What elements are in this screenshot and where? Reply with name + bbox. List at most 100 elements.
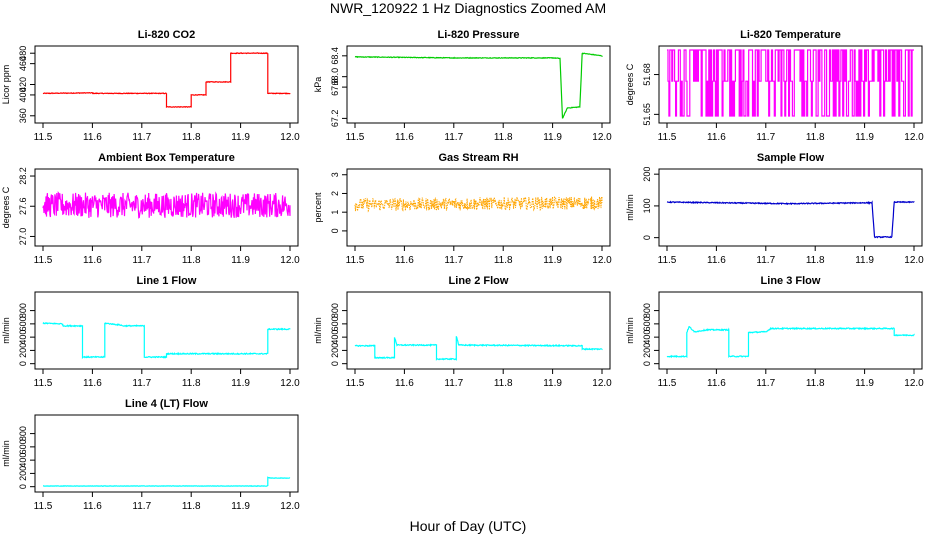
plot-frame xyxy=(34,168,299,247)
y-tick-label: 400 xyxy=(18,453,28,468)
x-tick-label: 11.9 xyxy=(855,255,874,266)
x-tick-label: 11.5 xyxy=(346,255,365,266)
x-tick-label: 12.0 xyxy=(280,378,300,389)
x-tick-label: 11.7 xyxy=(756,132,775,143)
y-tick-label: 51.68 xyxy=(642,63,652,86)
panel-3: Ambient Box Temperature degrees C 11.5 11.6… xyxy=(1,152,300,266)
y-tick-label: 200 xyxy=(18,466,28,481)
plot-frame xyxy=(346,168,611,247)
y-tick-label: 600 xyxy=(642,316,652,331)
x-tick-label: 11.6 xyxy=(83,255,102,266)
data-series xyxy=(43,476,291,487)
y-tick-label: 400 xyxy=(18,87,28,102)
y-tick-label: 480 xyxy=(18,46,28,61)
x-tick-label: 12.0 xyxy=(592,378,612,389)
panel-title: Line 4 (LT) Flow xyxy=(125,398,208,410)
x-tick-label: 11.6 xyxy=(707,378,726,389)
y-tick-label: 400 xyxy=(330,330,340,345)
x-tick-label: 12.0 xyxy=(592,255,612,266)
y-axis-label: degrees C xyxy=(1,186,11,228)
x-tick-label: 11.8 xyxy=(182,132,201,143)
x-tick-label: 11.5 xyxy=(658,378,677,389)
plot-frame xyxy=(346,291,611,370)
x-axis-title: Hour of Day (UTC) xyxy=(409,518,527,534)
plot-frame xyxy=(658,168,923,247)
panel-8: Line 3 Flow ml/min 11.5 11.6 11.7 11.8 11.9 12.… xyxy=(625,275,924,389)
data-series xyxy=(42,190,291,219)
panel-title: Li-820 Temperature xyxy=(740,29,841,41)
y-tick-label: 800 xyxy=(330,303,340,318)
x-tick-label: 11.8 xyxy=(806,378,825,389)
x-tick-label: 11.6 xyxy=(83,378,102,389)
x-tick-label: 11.9 xyxy=(543,132,562,143)
x-tick-label: 11.5 xyxy=(658,132,677,143)
y-tick-label: 200 xyxy=(642,343,652,358)
panel-title: Line 1 Flow xyxy=(137,275,197,287)
x-tick-label: 11.7 xyxy=(132,255,151,266)
figure-title: NWR_120922 1 Hz Diagnostics Zoomed AM xyxy=(329,0,607,16)
x-tick-label: 11.5 xyxy=(658,255,677,266)
x-tick-label: 11.9 xyxy=(231,132,250,143)
y-tick-label: 2 xyxy=(330,191,340,196)
x-tick-label: 12.0 xyxy=(280,132,300,143)
x-tick-label: 11.9 xyxy=(231,255,250,266)
y-tick-label: 600 xyxy=(330,316,340,331)
x-tick-label: 11.5 xyxy=(34,501,53,512)
y-tick-label: 400 xyxy=(642,330,652,345)
y-tick-label: 67.8 xyxy=(330,78,340,96)
x-tick-label: 11.6 xyxy=(83,501,102,512)
panel-2: Li-820 Temperature degrees C 11.5 11.6 11.7 1… xyxy=(625,29,924,143)
x-tick-label: 11.9 xyxy=(231,378,250,389)
panel-title: Line 3 Flow xyxy=(761,275,821,287)
x-tick-label: 11.7 xyxy=(756,378,775,389)
x-tick-label: 11.6 xyxy=(83,132,102,143)
y-axis-label: Licor ppm xyxy=(1,65,11,105)
x-tick-label: 11.9 xyxy=(855,132,874,143)
y-tick-label: 67.2 xyxy=(330,110,340,128)
panel-5: Sample Flow ml/min 11.5 11.6 11.7 11.8 11.9 12.… xyxy=(625,152,924,266)
x-tick-label: 12.0 xyxy=(280,255,300,266)
x-tick-label: 11.8 xyxy=(806,255,825,266)
data-series xyxy=(666,325,915,359)
y-tick-label: 0 xyxy=(18,484,28,489)
y-tick-label: 420 xyxy=(18,77,28,92)
x-tick-label: 11.9 xyxy=(543,378,562,389)
panel-6: Line 1 Flow ml/min 11.5 11.6 11.7 11.8 11.9 12.… xyxy=(1,275,300,389)
x-tick-label: 12.0 xyxy=(280,501,300,512)
panel-0: Li-820 CO2 Licor ppm 11.5 11.6 11.7 11.8 11.9 1… xyxy=(1,29,300,143)
x-tick-label: 11.7 xyxy=(444,378,463,389)
y-tick-label: 28.2 xyxy=(18,167,28,185)
data-series xyxy=(666,200,915,239)
x-tick-label: 11.8 xyxy=(182,255,201,266)
x-tick-label: 11.8 xyxy=(806,132,825,143)
x-tick-label: 11.7 xyxy=(132,132,151,143)
y-tick-label: 800 xyxy=(642,303,652,318)
y-axis-label: ml/min xyxy=(1,440,11,467)
y-tick-label: 100 xyxy=(642,198,652,213)
y-tick-label: 360 xyxy=(18,108,28,123)
y-tick-label: 1 xyxy=(330,210,340,215)
y-tick-label: 400 xyxy=(18,330,28,345)
y-tick-label: 68.0 xyxy=(330,68,340,86)
x-tick-label: 11.6 xyxy=(395,378,414,389)
x-tick-label: 11.6 xyxy=(707,255,726,266)
x-tick-label: 11.5 xyxy=(34,378,53,389)
data-series xyxy=(42,321,291,360)
y-tick-label: 0 xyxy=(330,228,340,233)
x-tick-label: 11.5 xyxy=(34,255,53,266)
y-tick-label: 51.65 xyxy=(642,103,652,126)
plot-frame xyxy=(658,45,923,124)
y-tick-label: 0 xyxy=(330,361,340,366)
data-series xyxy=(354,336,603,362)
x-tick-label: 11.7 xyxy=(444,132,463,143)
x-tick-label: 11.8 xyxy=(494,132,513,143)
x-tick-label: 11.7 xyxy=(132,378,151,389)
y-tick-label: 27.6 xyxy=(18,197,28,215)
x-tick-label: 11.7 xyxy=(444,255,463,266)
y-axis-label: ml/min xyxy=(625,194,635,221)
y-axis-label: ml/min xyxy=(625,317,635,344)
y-tick-label: 0 xyxy=(18,361,28,366)
y-tick-label: 200 xyxy=(642,167,652,182)
y-tick-label: 460 xyxy=(18,56,28,71)
y-tick-label: 800 xyxy=(18,426,28,441)
